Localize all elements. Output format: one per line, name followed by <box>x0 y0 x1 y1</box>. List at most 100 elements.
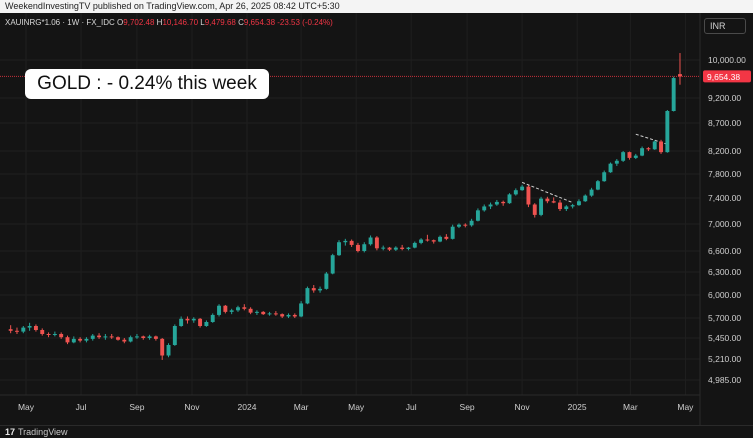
candle-body <box>589 189 594 196</box>
candle <box>299 301 304 318</box>
x-tick-label: Sep <box>129 402 144 412</box>
candle <box>501 200 506 206</box>
x-tick-label: Jul <box>406 402 417 412</box>
candle-body <box>305 288 310 304</box>
candle-body <box>217 305 221 315</box>
price-chart[interactable]: 10,000.00 9,200.00 8,700.00 8,200.00 7,800.0… <box>0 13 753 425</box>
candle-body <box>633 155 638 158</box>
candle-body <box>254 311 259 313</box>
high-label: H <box>156 18 163 27</box>
candle-body <box>40 330 45 334</box>
y-tick-label: 7,800.00 <box>708 169 741 179</box>
candle <box>15 327 19 334</box>
candle-body <box>172 326 177 345</box>
candle <box>608 162 613 173</box>
candle <box>463 223 468 228</box>
x-tick-label: Jul <box>76 402 87 412</box>
close-label: C <box>238 18 244 27</box>
candle-body <box>90 335 95 339</box>
candle-body <box>71 338 76 343</box>
candle-body <box>204 322 209 326</box>
candle <box>191 317 196 323</box>
candle <box>589 187 594 197</box>
candle-body <box>374 237 379 249</box>
candle <box>368 235 373 246</box>
low-value: 9,479.68 <box>204 18 236 27</box>
candle <box>349 239 354 247</box>
candle-body <box>501 201 506 204</box>
candle <box>330 253 335 275</box>
candle-body <box>545 198 550 202</box>
candle-body <box>65 337 70 343</box>
y-tick-label: 9,200.00 <box>708 93 741 103</box>
candle-body <box>286 314 291 317</box>
candle <box>507 193 512 204</box>
candle-body <box>475 210 480 221</box>
candle-body <box>248 308 253 313</box>
candle-body <box>299 303 304 317</box>
y-tick-label: 4,985.00 <box>708 375 741 385</box>
candle-body <box>576 201 581 206</box>
candle-body <box>191 318 196 321</box>
candles <box>8 53 682 360</box>
x-tick-label: 2024 <box>238 402 257 412</box>
candle <box>659 139 663 154</box>
currency-button[interactable]: INR <box>704 18 746 34</box>
candle-body <box>469 220 474 226</box>
candle <box>8 325 13 334</box>
candle <box>513 188 518 196</box>
open-value: 9,702.48 <box>123 18 155 27</box>
candle <box>273 311 278 316</box>
candle <box>602 170 607 182</box>
y-tick-label: 5,700.00 <box>708 313 741 323</box>
y-tick-label: 6,300.00 <box>708 267 741 277</box>
candle-body <box>450 226 455 239</box>
candle <box>640 146 645 157</box>
candle <box>103 334 108 340</box>
candle <box>678 53 682 85</box>
candle-body <box>621 152 626 161</box>
y-tick-label: 6,000.00 <box>708 290 741 300</box>
candle-body <box>280 314 285 317</box>
candle <box>153 335 158 341</box>
candle-body <box>103 336 108 338</box>
x-tick-label: Mar <box>294 402 309 412</box>
candle <box>362 242 367 253</box>
x-tick-label: Mar <box>623 402 638 412</box>
candle-body <box>595 181 600 190</box>
candle-body <box>425 239 430 241</box>
candle-body <box>27 326 32 328</box>
candle <box>286 313 291 318</box>
candle <box>494 199 499 206</box>
candle <box>21 326 26 334</box>
y-tick-label: 10,000.00 <box>708 55 746 65</box>
x-tick-label: Nov <box>184 402 200 412</box>
candle-body <box>160 338 165 356</box>
candle-body <box>292 314 297 317</box>
candle-body <box>381 247 386 249</box>
candle <box>52 331 57 337</box>
candle <box>242 304 247 311</box>
candle <box>128 335 133 343</box>
candle <box>576 199 581 206</box>
candle-body <box>52 334 57 335</box>
candle <box>97 333 102 339</box>
candle <box>134 334 139 339</box>
candle-body <box>330 255 335 274</box>
candle-body <box>419 239 424 243</box>
candle-body <box>355 244 360 251</box>
candle-body <box>84 338 89 341</box>
candle-body <box>179 318 184 326</box>
chart-grid <box>0 13 700 395</box>
candle-body <box>362 244 367 251</box>
y-tick-label: 7,400.00 <box>708 193 741 203</box>
candle <box>109 334 114 339</box>
x-tick-label: 2025 <box>568 402 587 412</box>
candle-body <box>665 111 670 153</box>
candle <box>425 234 430 242</box>
candle <box>65 335 70 345</box>
candle-body <box>444 236 449 239</box>
candle-body <box>494 201 499 205</box>
candle <box>337 240 341 256</box>
candle <box>236 305 240 312</box>
